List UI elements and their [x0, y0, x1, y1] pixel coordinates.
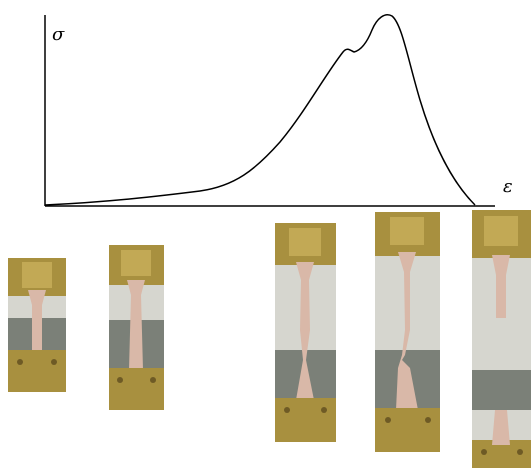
x-axis-label: ε: [503, 176, 513, 197]
specimen-photo-2: [109, 245, 164, 410]
stress-strain-curve: [44, 14, 476, 206]
specimen-photo-3: [275, 223, 336, 442]
y-axis-label: σ: [52, 24, 65, 45]
specimen-photo-4: [375, 212, 440, 452]
specimen-photo-5: [472, 210, 531, 468]
specimen-photo-1: [8, 258, 66, 392]
